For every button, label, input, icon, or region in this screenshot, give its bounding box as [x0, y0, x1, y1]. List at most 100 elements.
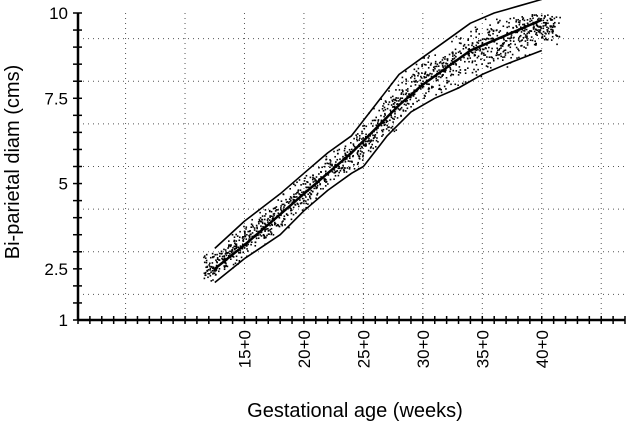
- data-point: [509, 46, 512, 49]
- data-point: [344, 153, 347, 155]
- data-point: [395, 97, 397, 99]
- data-point: [277, 199, 279, 201]
- data-point: [459, 69, 462, 71]
- data-point: [486, 50, 489, 53]
- data-point: [300, 184, 302, 186]
- x-axis-label: Gestational age (weeks): [247, 400, 463, 422]
- data-point: [218, 259, 221, 261]
- data-point: [343, 169, 346, 172]
- data-point: [495, 54, 498, 57]
- data-point: [209, 267, 212, 270]
- data-point: [358, 139, 361, 141]
- data-point: [401, 97, 404, 100]
- data-point: [325, 158, 328, 161]
- data-point: [216, 257, 219, 259]
- data-point: [467, 67, 469, 69]
- data-point: [475, 44, 478, 47]
- data-point: [313, 187, 315, 190]
- data-point: [274, 222, 277, 225]
- data-point: [312, 181, 315, 183]
- data-point: [370, 146, 373, 148]
- data-point: [517, 18, 520, 21]
- data-point: [338, 148, 341, 151]
- data-point: [262, 234, 265, 236]
- data-point: [433, 66, 435, 69]
- data-point: [533, 14, 536, 16]
- data-point: [543, 21, 546, 24]
- data-point: [520, 31, 523, 33]
- data-point: [508, 25, 510, 28]
- data-point: [271, 217, 274, 220]
- data-point: [438, 75, 440, 78]
- data-point: [348, 148, 351, 151]
- data-point: [305, 174, 308, 177]
- data-point: [313, 177, 315, 180]
- data-point: [227, 247, 229, 249]
- data-point: [329, 160, 332, 162]
- data-point: [427, 88, 430, 90]
- data-point: [464, 81, 467, 83]
- data-point: [294, 184, 297, 187]
- data-point: [439, 72, 441, 75]
- data-point: [506, 66, 509, 68]
- data-point: [406, 99, 408, 102]
- data-point: [436, 70, 439, 73]
- data-point: [395, 89, 397, 91]
- data-point: [227, 245, 230, 248]
- data-point: [255, 230, 258, 233]
- data-point: [402, 90, 404, 93]
- data-point: [435, 79, 438, 82]
- data-point: [271, 224, 274, 226]
- data-point: [307, 186, 310, 189]
- data-point: [289, 187, 291, 190]
- data-point: [518, 56, 520, 59]
- data-point: [449, 67, 452, 69]
- data-point: [558, 35, 561, 38]
- data-point: [298, 179, 301, 181]
- data-point: [267, 221, 269, 223]
- data-point: [362, 142, 364, 145]
- data-point: [272, 216, 274, 218]
- data-point: [497, 57, 499, 60]
- data-point: [442, 61, 445, 64]
- data-point: [373, 134, 376, 137]
- data-point: [275, 209, 278, 211]
- data-point: [290, 212, 293, 215]
- data-point: [285, 198, 287, 201]
- data-point: [280, 210, 283, 212]
- data-point: [510, 56, 512, 59]
- data-point: [309, 197, 312, 200]
- data-point: [404, 110, 407, 112]
- data-point: [438, 84, 441, 87]
- data-point: [423, 97, 426, 99]
- data-point: [255, 237, 258, 240]
- data-point: [244, 234, 246, 237]
- data-point: [483, 54, 485, 56]
- data-point: [405, 89, 408, 91]
- data-point: [504, 49, 507, 51]
- data-point: [509, 50, 512, 53]
- data-point: [480, 53, 483, 55]
- data-point: [400, 92, 403, 94]
- data-point: [438, 87, 441, 90]
- data-point: [495, 29, 498, 32]
- data-point: [490, 37, 492, 40]
- data-point: [344, 154, 347, 157]
- data-point: [475, 63, 478, 66]
- data-point: [349, 160, 351, 163]
- data-point: [230, 250, 232, 253]
- data-point: [264, 215, 266, 217]
- data-point: [504, 40, 507, 42]
- data-point: [374, 145, 377, 148]
- data-point: [542, 19, 545, 22]
- data-point: [361, 151, 363, 153]
- data-point: [487, 34, 490, 36]
- data-point: [346, 158, 348, 160]
- data-point: [532, 28, 535, 30]
- data-point: [535, 24, 538, 27]
- data-point: [529, 20, 531, 23]
- data-point: [239, 250, 242, 252]
- data-point: [238, 252, 240, 254]
- data-point: [344, 147, 346, 150]
- data-point: [532, 26, 535, 29]
